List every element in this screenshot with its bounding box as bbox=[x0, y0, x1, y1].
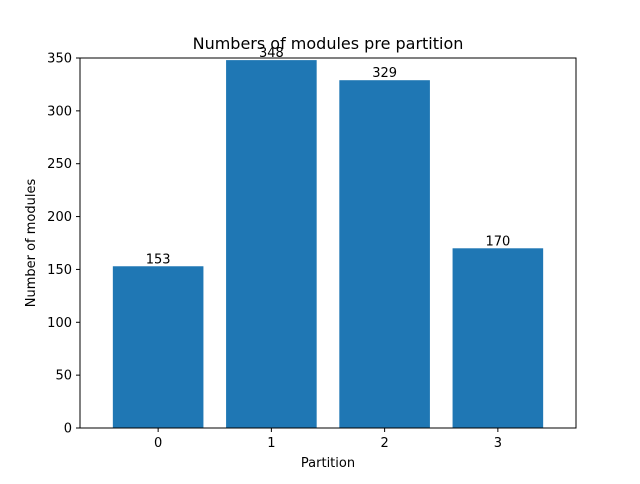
chart-title: Numbers of modules pre partition bbox=[193, 34, 464, 53]
bar-0 bbox=[112, 266, 204, 428]
y-tick-label-0: 0 bbox=[64, 422, 72, 437]
x-tick-label-2: 2 bbox=[380, 436, 388, 451]
y-tick-label-150: 150 bbox=[47, 263, 72, 278]
y-tick-label-200: 200 bbox=[47, 210, 72, 225]
bar-1 bbox=[226, 60, 317, 429]
x-tick-label-3: 3 bbox=[494, 436, 502, 451]
y-tick-label-250: 250 bbox=[47, 157, 72, 172]
x-tick-label-0: 0 bbox=[154, 436, 162, 451]
data-label-2: 329 bbox=[372, 66, 397, 81]
y-tick-label-350: 350 bbox=[47, 52, 72, 67]
y-tick-label-50: 50 bbox=[55, 369, 72, 384]
x-axis-label: Partition bbox=[301, 456, 355, 471]
plot-frame bbox=[79, 57, 577, 429]
x-tick-label-1: 1 bbox=[267, 436, 275, 451]
data-label-0: 153 bbox=[146, 252, 171, 267]
y-tick-label-300: 300 bbox=[47, 104, 72, 119]
bar-2 bbox=[339, 80, 430, 428]
bar-3 bbox=[452, 248, 544, 428]
y-tick-label-100: 100 bbox=[47, 316, 72, 331]
y-axis-label: Number of modules bbox=[24, 179, 39, 308]
x-axis: 0 1 2 3 bbox=[154, 428, 502, 451]
y-axis: 0 50 100 150 200 250 300 350 bbox=[47, 52, 80, 437]
bars-layer bbox=[112, 60, 544, 429]
data-label-3: 170 bbox=[485, 234, 510, 249]
data-label-1: 348 bbox=[259, 46, 284, 61]
data-labels-layer: 153 348 329 170 bbox=[146, 46, 511, 267]
